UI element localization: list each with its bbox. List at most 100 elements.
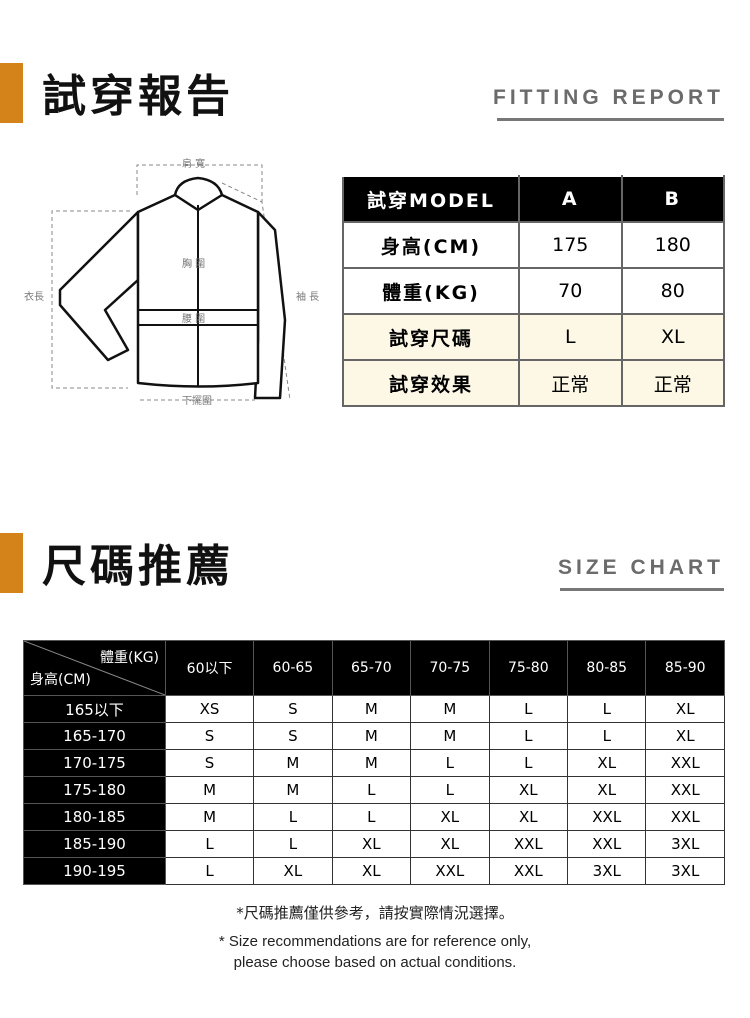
weight-header: 75-80 — [488, 640, 569, 696]
size-cell: L — [488, 749, 569, 777]
weight-header: 85-90 — [645, 640, 725, 696]
height-cell: 180-185 — [23, 803, 166, 831]
weight-header: 80-85 — [567, 640, 647, 696]
size-cell: XS — [164, 695, 255, 723]
size-subtitle: SIZE CHART — [558, 556, 724, 579]
table-row: 身高(CM) 175 180 — [342, 221, 725, 269]
table-row: 170-175 S M M L L XL XXL — [23, 749, 725, 777]
label-sleeve: 袖 長 — [296, 290, 319, 303]
table-row: 190-195 L XL XL XXL XXL 3XL 3XL — [23, 857, 725, 885]
height-cell: 175-180 — [23, 776, 166, 804]
cell: 175 — [518, 221, 623, 269]
size-cell: L — [488, 695, 569, 723]
height-cell: 165以下 — [23, 695, 166, 723]
size-cell: L — [567, 695, 647, 723]
accent-bar — [0, 63, 23, 123]
weight-header: 60以下 — [164, 640, 255, 696]
accent-bar — [0, 533, 23, 593]
cell: 180 — [620, 221, 725, 269]
weight-header: 65-70 — [331, 640, 412, 696]
cell: 80 — [620, 267, 725, 315]
size-cell: M — [331, 749, 412, 777]
size-cell: L — [567, 722, 647, 750]
size-cell: XL — [410, 830, 490, 858]
label-chest: 胸 圍 — [182, 257, 205, 270]
fitting-subtitle: FITTING REPORT — [493, 86, 724, 109]
size-cell: XXL — [410, 857, 490, 885]
size-cell: L — [410, 776, 490, 804]
size-cell: XL — [410, 803, 490, 831]
size-cell: L — [410, 749, 490, 777]
fitting-table: 試穿MODEL A B 身高(CM) 175 180 體重(KG) 70 80 試穿尺碼 L X… — [342, 175, 725, 407]
row-label: 試穿效果 — [342, 359, 520, 407]
size-cell: XL — [488, 803, 569, 831]
size-cell: M — [410, 695, 490, 723]
row-label: 體重(KG) — [342, 267, 520, 315]
header-a: A — [518, 175, 623, 223]
table-row: 180-185 M L L XL XL XXL XXL — [23, 803, 725, 831]
size-cell: XL — [645, 722, 725, 750]
note-en-2: please choose based on actual conditions… — [233, 954, 517, 971]
size-cell: XXL — [645, 803, 725, 831]
height-cell: 190-195 — [23, 857, 166, 885]
table-row: 體重(KG) 70 80 — [342, 267, 725, 315]
label-hem: 下擺圍 — [182, 394, 212, 407]
note-en-1: * Size recommendations are for reference… — [218, 933, 532, 950]
label-shoulder: 肩 寬 — [182, 157, 205, 170]
size-cell: XL — [331, 857, 412, 885]
size-cell: XXL — [645, 776, 725, 804]
size-cell: XXL — [645, 749, 725, 777]
weight-header: 70-75 — [410, 640, 490, 696]
weight-header: 60-65 — [253, 640, 333, 696]
size-cell: L — [488, 722, 569, 750]
cell: 正常 — [620, 359, 725, 407]
size-cell: M — [164, 803, 255, 831]
note-zh: *尺碼推薦僅供參考，請按實際情況選擇。 — [236, 904, 514, 922]
cell: 正常 — [518, 359, 623, 407]
size-cell: M — [164, 776, 255, 804]
size-cell: XL — [567, 749, 647, 777]
corner-height: 身高(CM) — [30, 672, 91, 688]
label-waist: 腰 圍 — [182, 313, 205, 325]
size-cell: XL — [253, 857, 333, 885]
size-cell: L — [253, 803, 333, 831]
table-row: 165-170 S S M M L L XL — [23, 722, 725, 750]
size-cell: L — [331, 776, 412, 804]
size-cell: XXL — [567, 830, 647, 858]
corner-weight: 體重(KG) — [100, 650, 159, 666]
cell: 70 — [518, 267, 623, 315]
size-cell: XL — [645, 695, 725, 723]
size-cell: XL — [567, 776, 647, 804]
size-cell: L — [331, 803, 412, 831]
row-label: 試穿尺碼 — [342, 313, 520, 361]
size-cell: L — [164, 857, 255, 885]
cell: XL — [620, 313, 725, 361]
size-cell: 3XL — [567, 857, 647, 885]
size-cell: M — [331, 695, 412, 723]
size-cell: 3XL — [645, 830, 725, 858]
size-cell: M — [253, 749, 333, 777]
row-label: 身高(CM) — [342, 221, 520, 269]
table-row: 185-190 L L XL XL XXL XXL 3XL — [23, 830, 725, 858]
size-cell: S — [164, 749, 255, 777]
height-cell: 185-190 — [23, 830, 166, 858]
height-cell: 170-175 — [23, 749, 166, 777]
size-cell: L — [164, 830, 255, 858]
divider — [560, 588, 724, 591]
cell: L — [518, 313, 623, 361]
size-title: 尺碼推薦 — [42, 541, 234, 592]
size-cell: 3XL — [645, 857, 725, 885]
size-cell: XL — [331, 830, 412, 858]
label-length: 衣長 — [24, 290, 44, 303]
divider — [497, 118, 724, 121]
header-model: 試穿MODEL — [342, 175, 520, 223]
table-row: 175-180 M M L L XL XL XXL — [23, 776, 725, 804]
size-chart-table: 體重(KG) 身高(CM) 60以下 60-65 65-70 70-75 75-80 80… — [23, 640, 725, 885]
size-cell: S — [253, 722, 333, 750]
size-cell: XXL — [567, 803, 647, 831]
size-cell: XXL — [488, 830, 569, 858]
table-row: 試穿效果 正常 正常 — [342, 359, 725, 407]
table-row: 165以下 XS S M M L L XL — [23, 695, 725, 723]
height-cell: 165-170 — [23, 722, 166, 750]
